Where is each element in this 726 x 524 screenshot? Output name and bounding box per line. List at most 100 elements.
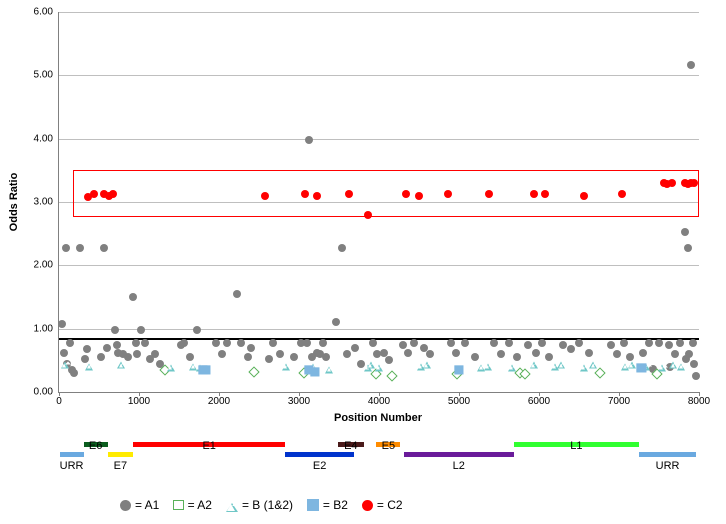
data-point-B (1&2) (557, 362, 565, 369)
gene-bar-URR2 (639, 452, 697, 457)
data-point-A1 (461, 339, 469, 347)
gene-label-E6: E6 (89, 440, 102, 452)
data-point-C2 (345, 190, 353, 198)
data-point-A1 (351, 344, 359, 352)
data-point-A1 (141, 339, 149, 347)
data-point-A1 (223, 339, 231, 347)
x-axis-title: Position Number (334, 412, 422, 424)
data-point-A1 (76, 244, 84, 252)
data-point-C2 (415, 192, 423, 200)
y-tick-label: 5.00 (34, 70, 59, 81)
x-tick-label: 8000 (688, 392, 710, 407)
data-point-A1 (567, 345, 575, 353)
data-point-B (1&2) (508, 364, 516, 371)
data-point-A1 (338, 244, 346, 252)
data-point-B2 (310, 367, 319, 376)
data-point-A1 (690, 360, 698, 368)
gene-label-E1: E1 (202, 440, 215, 452)
data-point-A1 (676, 339, 684, 347)
data-point-A1 (452, 349, 460, 357)
data-point-C2 (109, 190, 117, 198)
data-point-A1 (151, 350, 159, 358)
gene-label-E4: E4 (344, 440, 357, 452)
data-point-C2 (313, 192, 321, 200)
data-point-B (1&2) (423, 362, 431, 369)
legend-item-A2: = A2 (173, 498, 212, 512)
data-point-A1 (585, 349, 593, 357)
data-point-A1 (305, 136, 313, 144)
data-point-B (1&2) (367, 362, 375, 369)
data-point-A1 (385, 356, 393, 364)
gene-label-L1: L1 (570, 440, 582, 452)
data-point-A1 (369, 339, 377, 347)
y-tick-label: 2.00 (34, 260, 59, 271)
data-point-A1 (671, 350, 679, 358)
data-point-A1 (111, 326, 119, 334)
data-point-B (1&2) (282, 363, 290, 370)
data-point-A2 (386, 370, 397, 381)
y-tick-label: 4.00 (34, 133, 59, 144)
y-tick-label: 1.00 (34, 323, 59, 334)
data-point-A1 (426, 350, 434, 358)
legend-marker-B2 (307, 499, 319, 511)
data-point-B (1&2) (375, 364, 383, 371)
legend-item-A1: = A1 (120, 498, 159, 512)
gene-label-L2: L2 (453, 460, 465, 472)
gridline-h (59, 329, 699, 330)
data-point-B (1&2) (589, 362, 597, 369)
gene-label-E7: E7 (114, 460, 127, 472)
data-point-A1 (70, 369, 78, 377)
data-point-A1 (665, 341, 673, 349)
data-point-A1 (524, 341, 532, 349)
gene-label-E5: E5 (382, 440, 395, 452)
data-point-A2 (594, 367, 605, 378)
data-point-B (1&2) (530, 362, 538, 369)
data-point-A1 (626, 353, 634, 361)
data-point-A1 (100, 244, 108, 252)
gene-bar-E7 (108, 452, 134, 457)
legend-label-C2: = C2 (377, 498, 403, 512)
data-point-A1 (681, 228, 689, 236)
data-point-B (1&2) (580, 364, 588, 371)
data-point-A1 (684, 244, 692, 252)
x-tick-label: 0 (56, 392, 62, 407)
data-point-A1 (97, 353, 105, 361)
x-tick-label: 7000 (608, 392, 630, 407)
data-point-C2 (690, 179, 698, 187)
data-point-C2 (580, 192, 588, 200)
data-point-A1 (532, 349, 540, 357)
data-point-A1 (103, 344, 111, 352)
data-point-B (1&2) (658, 364, 666, 371)
highlight-box (73, 170, 699, 216)
data-point-A1 (233, 290, 241, 298)
data-point-A1 (607, 341, 615, 349)
data-point-A1 (497, 350, 505, 358)
data-point-A1 (332, 318, 340, 326)
data-point-A1 (303, 339, 311, 347)
gridline-h (59, 265, 699, 266)
data-point-B (1&2) (61, 362, 69, 369)
y-axis-title: Odds Ratio (8, 173, 20, 232)
data-point-B (1&2) (85, 363, 93, 370)
gene-label-E2: E2 (313, 460, 326, 472)
data-point-A1 (83, 345, 91, 353)
data-point-A1 (447, 339, 455, 347)
data-point-C2 (364, 211, 372, 219)
data-point-B (1&2) (167, 364, 175, 371)
data-point-A1 (276, 350, 284, 358)
legend-item-B (1&2): = B (1&2) (226, 498, 293, 512)
legend-label-B2: = B2 (323, 498, 348, 512)
legend-label-A1: = A1 (135, 498, 159, 512)
data-point-A1 (319, 339, 327, 347)
data-point-A1 (137, 326, 145, 334)
data-point-A1 (186, 353, 194, 361)
data-point-A1 (513, 353, 521, 361)
x-tick-label: 2000 (208, 392, 230, 407)
data-point-A1 (343, 350, 351, 358)
data-point-A1 (193, 326, 201, 334)
data-point-C2 (402, 190, 410, 198)
chart-legend: = A1 = A2 = B (1&2) = B2 = C2 (120, 498, 403, 512)
data-point-A1 (545, 353, 553, 361)
data-point-A1 (81, 355, 89, 363)
x-tick-label: 5000 (448, 392, 470, 407)
